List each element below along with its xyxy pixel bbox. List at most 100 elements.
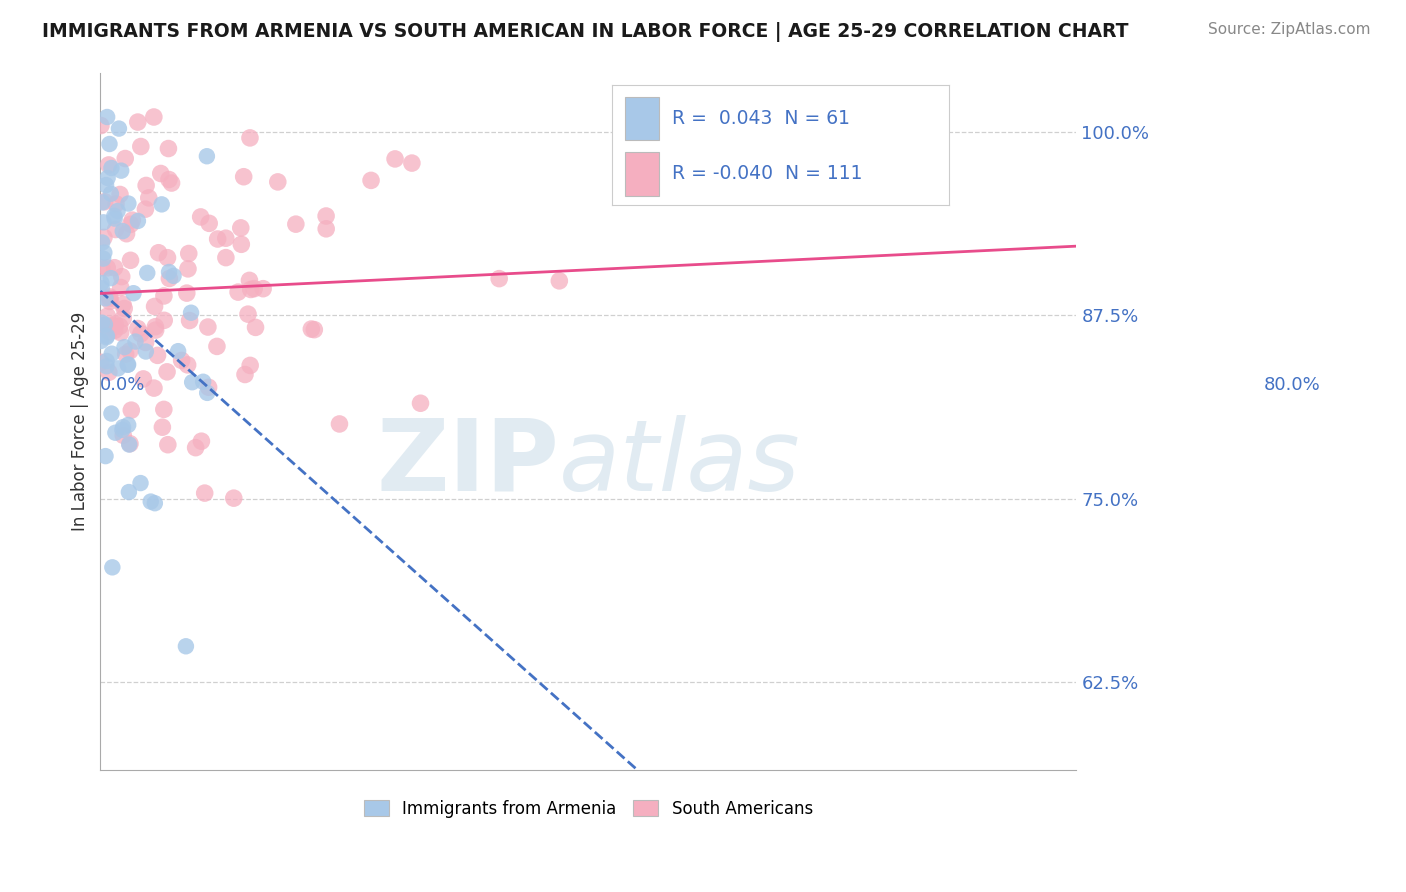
Point (153, 289, 176, 303)
Point (239, 131, 262, 145)
Point (122, 286, 145, 301)
Point (104, 317, 127, 331)
Point (111, 269, 134, 284)
Point (100, 271, 122, 285)
Point (195, 385, 218, 400)
Text: 80.0%: 80.0% (1264, 376, 1320, 394)
Point (156, 251, 179, 265)
Point (110, 280, 132, 294)
Point (143, 300, 166, 314)
Point (96, 328, 118, 343)
Point (107, 361, 129, 376)
Point (117, 358, 139, 372)
Point (328, 417, 350, 431)
Point (96, 359, 118, 374)
Point (91, 195, 114, 210)
Point (124, 334, 146, 349)
Point (401, 156, 423, 170)
Point (108, 187, 131, 202)
Point (104, 323, 127, 337)
Point (112, 311, 135, 326)
Point (197, 320, 219, 334)
Point (239, 359, 262, 373)
Point (195, 149, 218, 163)
Text: ZIP: ZIP (377, 415, 560, 512)
Point (198, 216, 221, 230)
Point (112, 301, 135, 316)
Point (120, 253, 142, 268)
Point (238, 273, 260, 287)
Point (409, 396, 432, 410)
Point (148, 245, 170, 260)
Point (108, 319, 131, 334)
Point (143, 319, 166, 334)
Point (98, 294, 121, 309)
Point (97, 158, 120, 172)
Point (105, 197, 128, 211)
Point (315, 222, 337, 236)
Point (96, 260, 118, 275)
Point (93, 319, 115, 334)
Point (190, 210, 212, 224)
Point (100, 347, 122, 361)
Point (97, 365, 120, 379)
Point (153, 313, 176, 327)
Point (94, 178, 117, 192)
Point (118, 485, 141, 500)
Point (142, 110, 165, 124)
Text: R = -0.040  N = 111: R = -0.040 N = 111 (672, 164, 863, 184)
Point (129, 139, 152, 153)
Point (157, 142, 180, 156)
Point (180, 306, 202, 320)
Point (114, 152, 136, 166)
Point (160, 176, 183, 190)
Point (90, 119, 112, 133)
Point (207, 232, 229, 246)
Point (94, 291, 117, 305)
Point (174, 640, 197, 654)
Point (197, 380, 219, 394)
Point (233, 368, 256, 382)
FancyBboxPatch shape (626, 153, 659, 195)
Point (167, 344, 190, 359)
Point (149, 166, 172, 180)
Point (90, 281, 112, 295)
Point (117, 417, 139, 432)
Point (96, 110, 118, 124)
Point (156, 365, 179, 379)
Point (94, 318, 117, 332)
Point (239, 283, 262, 297)
Point (127, 115, 149, 129)
Point (139, 494, 162, 508)
Point (134, 202, 156, 216)
Point (111, 224, 134, 238)
Point (110, 163, 132, 178)
Point (103, 319, 125, 334)
Point (118, 436, 141, 450)
Point (236, 307, 259, 321)
Point (93, 215, 115, 229)
Point (108, 121, 131, 136)
Point (138, 191, 160, 205)
Point (245, 320, 267, 334)
Point (252, 282, 274, 296)
Point (100, 407, 122, 421)
Point (176, 358, 198, 372)
Point (232, 169, 254, 184)
Point (96, 330, 118, 344)
Point (157, 265, 180, 279)
Point (100, 161, 122, 175)
Point (100, 186, 122, 201)
Point (157, 172, 180, 186)
Point (98, 290, 121, 304)
Point (90, 276, 112, 290)
Point (104, 425, 127, 440)
Point (179, 313, 201, 327)
Point (104, 222, 127, 236)
Point (121, 213, 143, 227)
Point (111, 297, 134, 311)
Point (299, 322, 322, 336)
Point (118, 437, 141, 451)
Point (107, 204, 129, 219)
Point (129, 476, 152, 491)
